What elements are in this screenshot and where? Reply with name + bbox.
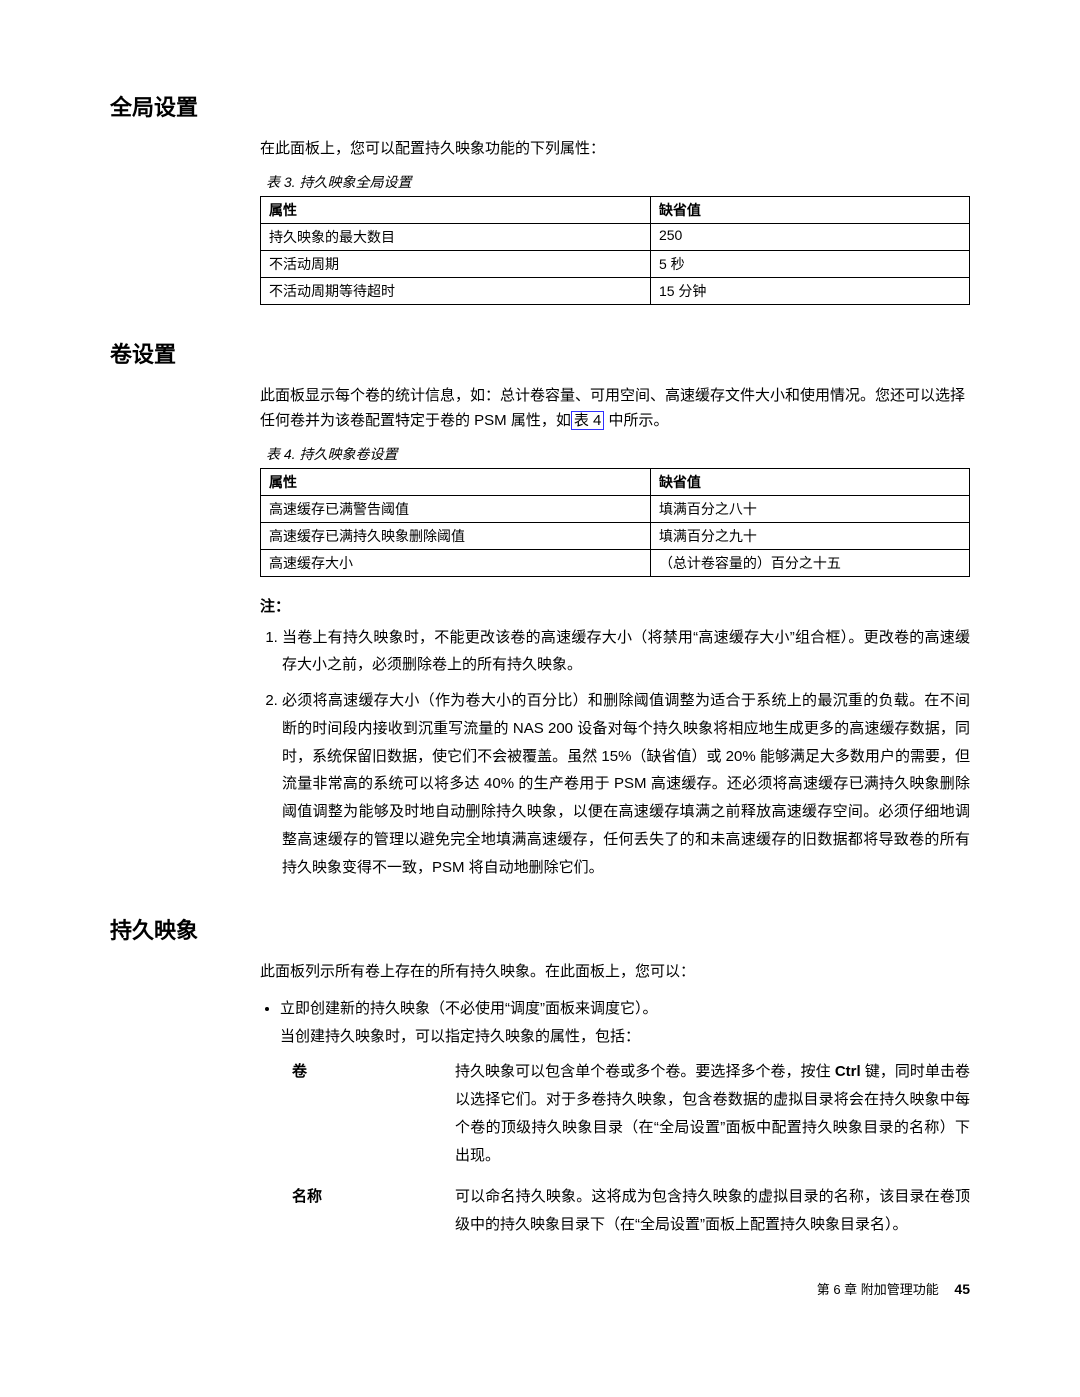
table-cell: 5 秒: [650, 250, 969, 277]
table4-th-attr: 属性: [261, 468, 651, 495]
table-cell: 填满百分之九十: [650, 522, 969, 549]
def-term-volume: 卷: [280, 1058, 455, 1169]
def-row: 名称 可以命名持久映象。这将成为包含持久映象的虚拟目录的名称，该目录在卷顶级中的…: [280, 1183, 970, 1239]
table-row: 高速缓存已满持久映象删除阈值 填满百分之九十: [261, 522, 970, 549]
def-term-name: 名称: [280, 1183, 455, 1239]
ctrl-key: Ctrl: [835, 1063, 861, 1080]
notes-label: 注：: [260, 595, 970, 616]
heading-persistent: 持久映象: [110, 913, 970, 945]
def-row: 卷 持久映象可以包含单个卷或多个卷。要选择多个卷，按住 Ctrl 键，同时单击卷…: [280, 1058, 970, 1169]
table-cell: 高速缓存已满持久映象删除阈值: [261, 522, 651, 549]
table4-caption: 表 4. 持久映象卷设置: [260, 444, 970, 464]
table4-link[interactable]: 表 4: [571, 411, 605, 430]
table-cell: 不活动周期: [261, 250, 651, 277]
notes-list: 当卷上有持久映象时，不能更改该卷的高速缓存大小（将禁用“高速缓存大小”组合框）。…: [260, 624, 970, 882]
note-item: 必须将高速缓存大小（作为卷大小的百分比）和删除阈值调整为适合于系统上的最沉重的负…: [282, 687, 970, 881]
table3-caption: 表 3. 持久映象全局设置: [260, 172, 970, 192]
table-cell: 250: [650, 223, 969, 250]
table3-th-attr: 属性: [261, 196, 651, 223]
table-row: 不活动周期 5 秒: [261, 250, 970, 277]
table-cell: （总计卷容量的）百分之十五: [650, 549, 969, 576]
table-row: 不活动周期等待超时 15 分钟: [261, 277, 970, 304]
table3: 属性 缺省值 持久映象的最大数目 250 不活动周期 5 秒 不活动周期等待超时…: [260, 196, 970, 305]
table-cell: 高速缓存大小: [261, 549, 651, 576]
table-cell: 填满百分之八十: [650, 495, 969, 522]
bullet-item: 立即创建新的持久映象（不必使用“调度”面板来调度它）。 当创建持久映象时，可以指…: [280, 995, 970, 1239]
bullet-line1: 立即创建新的持久映象（不必使用“调度”面板来调度它）。: [280, 995, 970, 1023]
footer-chapter: 第 6 章 附加管理功能: [817, 1282, 939, 1297]
table-cell: 高速缓存已满警告阈值: [261, 495, 651, 522]
note-item: 当卷上有持久映象时，不能更改该卷的高速缓存大小（将禁用“高速缓存大小”组合框）。…: [282, 624, 970, 680]
volume-intro-b: 中所示。: [604, 412, 668, 429]
global-intro: 在此面板上，您可以配置持久映象功能的下列属性：: [260, 136, 970, 162]
table-cell: 持久映象的最大数目: [261, 223, 651, 250]
volume-intro: 此面板显示每个卷的统计信息，如：总计卷容量、可用空间、高速缓存文件大小和使用情况…: [260, 383, 970, 434]
table-cell: 不活动周期等待超时: [261, 277, 651, 304]
bullet-line2: 当创建持久映象时，可以指定持久映象的属性，包括：: [280, 1023, 970, 1051]
definition-list: 卷 持久映象可以包含单个卷或多个卷。要选择多个卷，按住 Ctrl 键，同时单击卷…: [280, 1058, 970, 1239]
table3-th-def: 缺省值: [650, 196, 969, 223]
heading-global: 全局设置: [110, 90, 970, 122]
footer-page-number: 45: [954, 1281, 970, 1297]
page-footer: 第 6 章 附加管理功能 45: [110, 1279, 970, 1298]
def-desc-name: 可以命名持久映象。这将成为包含持久映象的虚拟目录的名称，该目录在卷顶级中的持久映…: [455, 1183, 970, 1239]
persistent-intro: 此面板列示所有卷上存在的所有持久映象。在此面板上，您可以：: [260, 959, 970, 985]
table4-th-def: 缺省值: [650, 468, 969, 495]
table-row: 高速缓存大小 （总计卷容量的）百分之十五: [261, 549, 970, 576]
def-desc-volume: 持久映象可以包含单个卷或多个卷。要选择多个卷，按住 Ctrl 键，同时单击卷以选…: [455, 1058, 970, 1169]
table-cell: 15 分钟: [650, 277, 969, 304]
table-row: 持久映象的最大数目 250: [261, 223, 970, 250]
def-desc-a: 持久映象可以包含单个卷或多个卷。要选择多个卷，按住: [455, 1063, 835, 1080]
heading-volume: 卷设置: [110, 337, 970, 369]
table4: 属性 缺省值 高速缓存已满警告阈值 填满百分之八十 高速缓存已满持久映象删除阈值…: [260, 468, 970, 577]
persistent-bullets: 立即创建新的持久映象（不必使用“调度”面板来调度它）。 当创建持久映象时，可以指…: [260, 995, 970, 1239]
table-row: 高速缓存已满警告阈值 填满百分之八十: [261, 495, 970, 522]
